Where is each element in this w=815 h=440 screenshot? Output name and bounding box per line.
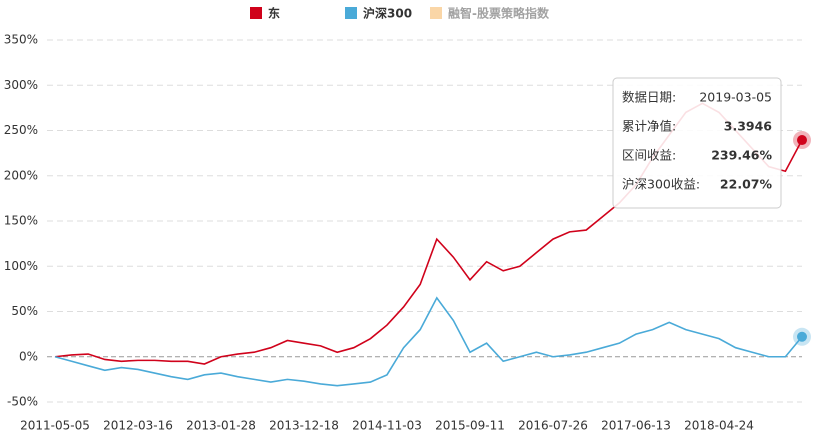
y-tick-label: 0% [19,349,38,363]
line [54,296,803,387]
y-tick-label: 350% [4,33,38,47]
x-tick-label: 2011-05-05 [20,419,90,433]
x-tick-label: 2017-06-13 [601,419,671,433]
x-tick-label: 2016-07-26 [518,419,588,433]
tooltip-label: 数据日期: [622,90,676,105]
x-tick-label: 2014-11-03 [352,419,422,433]
legend-label: 沪深300 [363,6,412,21]
tooltip-label: 累计净值: [622,119,676,134]
y-tick-label: 150% [4,214,38,228]
tooltip-label: 沪深300收益: [622,177,700,192]
y-tick-label: 250% [4,123,38,137]
tooltip-value: 3.3946 [724,119,773,134]
y-tick-label: 300% [4,78,38,92]
y-tick-label: 200% [4,168,38,182]
x-tick-label: 2012-03-16 [103,419,173,433]
y-tick-label: 100% [4,259,38,273]
tooltip: 数据日期: 2019-03-05 累计净值: 3.3946 区间收益: 239.46% 沪深… [612,77,782,209]
tooltip-box [612,77,782,209]
legend-label: 东 [268,6,280,21]
legend-label: 融智-股票策略指数 [448,6,550,21]
end-point [797,331,807,342]
y-tick-label: 50% [11,304,38,318]
legend-swatch [430,7,442,19]
legend-swatch [250,7,262,19]
tooltip-value: 22.07% [720,177,773,192]
x-tick-label: 2015-09-11 [435,419,505,433]
tooltip-label: 区间收益: [622,148,676,163]
x-tick-label: 2013-01-28 [186,419,256,433]
x-tick-label: 2013-12-18 [269,419,339,433]
legend-swatch [345,7,357,19]
x-tick-label: 2018-04-24 [684,419,754,433]
tooltip-value: 239.46% [711,148,772,163]
y-tick-label: -50% [7,395,38,409]
tooltip-value: 2019-03-05 [699,90,772,105]
end-point [797,135,807,146]
